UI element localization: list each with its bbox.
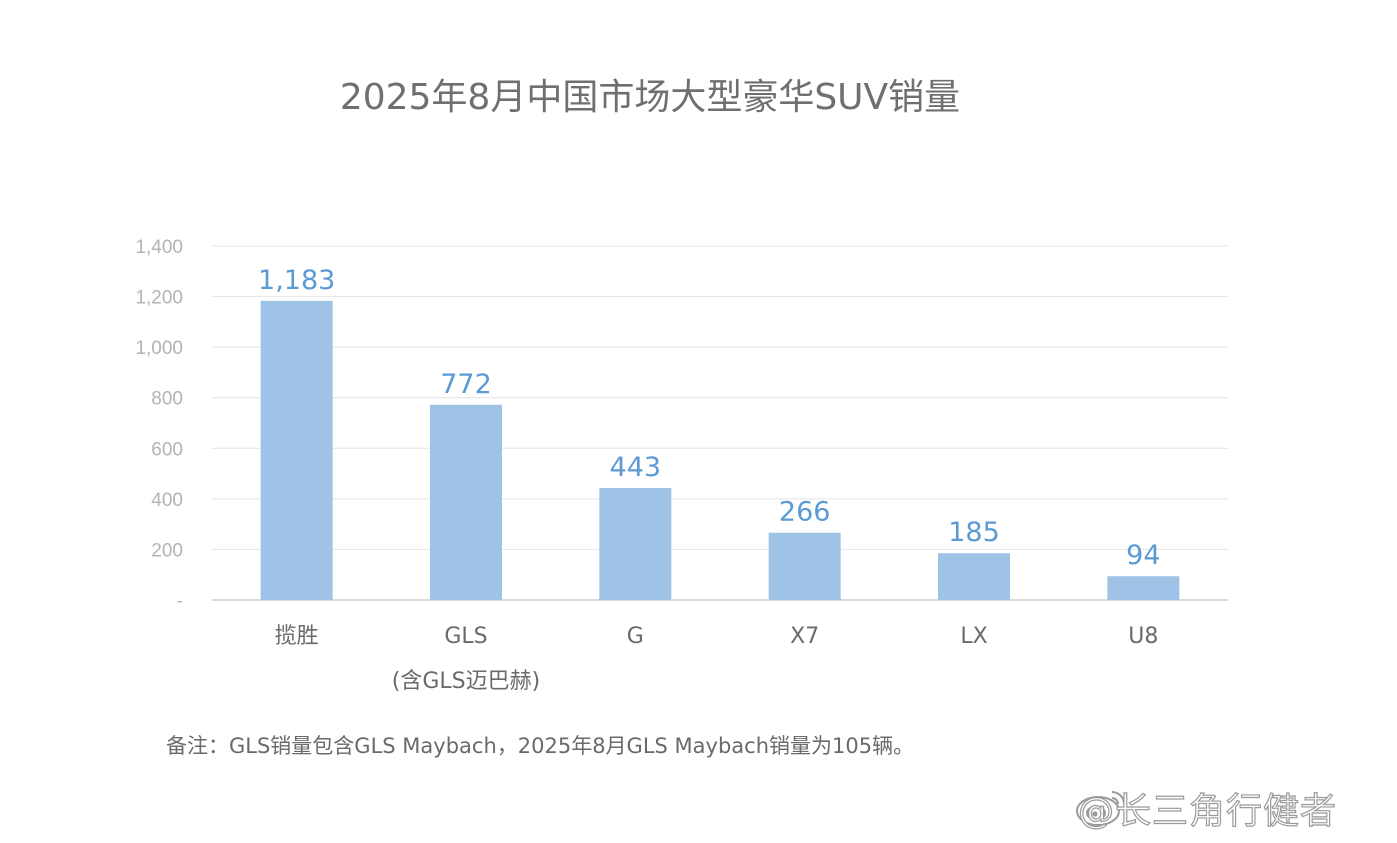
y-tick-label: 1,000 [135,338,183,359]
x-tick-label: U8 [1128,624,1158,649]
y-tick-label: 400 [151,490,183,511]
watermark: @长三角行健者 [1077,790,1338,832]
bar-G [599,487,672,600]
y-tick-label: - [177,591,183,612]
y-tick-label: 600 [151,439,183,460]
weibo-logo-icon [1076,791,1125,826]
x-tick-label: X7 [790,624,819,649]
bar-LX [938,553,1010,600]
x-tick-label: LX [960,624,987,649]
data-label: 185 [948,517,1000,548]
x-tick-sublabel: (含GLS迈巴赫) [392,669,540,694]
data-label: 1,183 [258,265,335,296]
data-label: 94 [1126,540,1160,571]
x-tick-label: GLS [444,624,487,649]
bar-X7 [768,532,841,600]
chart-title: 2025年8月中国市场大型豪华SUV销量 [339,77,961,118]
bar-U8 [1107,576,1180,600]
x-tick-label: G [627,624,644,649]
y-tick-label: 1,200 [135,288,183,309]
x-tick-label: 揽胜 [275,624,319,649]
data-label: 266 [779,497,831,528]
data-label: 443 [610,452,662,483]
y-tick-label: 200 [151,540,183,561]
bar-GLS [430,404,502,600]
y-tick-label: 800 [151,389,183,410]
footnote: 备注：GLS销量包含GLS Maybach，2025年8月GLS Maybach… [166,734,915,758]
data-label: 772 [440,369,492,400]
y-tick-label: 1,400 [135,237,183,258]
bar-揽胜 [260,300,333,600]
